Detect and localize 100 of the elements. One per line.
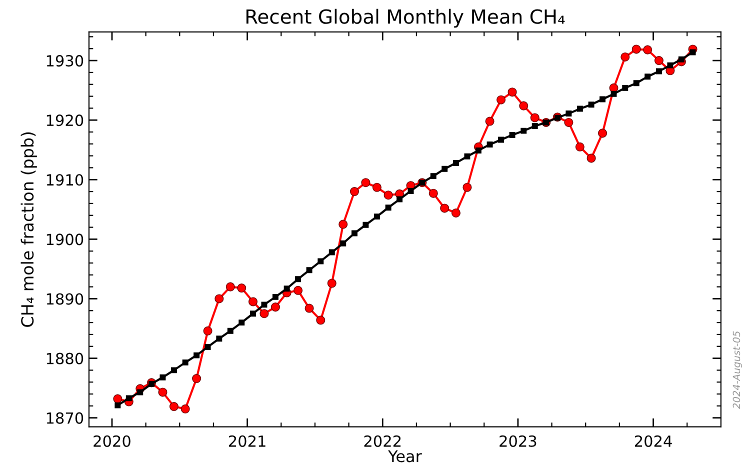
point [203,326,212,336]
point [633,80,640,86]
point [169,402,178,412]
point [374,214,380,220]
point [509,132,516,138]
point [351,230,358,236]
point [428,188,438,198]
point [294,286,303,295]
point [643,45,652,54]
point [180,404,190,414]
point [486,142,493,148]
point [238,320,245,326]
y-tick-label: 1870 [46,412,84,424]
point [237,283,246,293]
point [632,44,641,54]
point [340,240,346,246]
point [667,62,674,68]
point [250,310,256,317]
point [586,154,596,163]
point [316,316,326,325]
point [496,95,506,104]
text: 2024-August-05 [732,331,742,409]
point [508,88,517,97]
point [654,56,664,66]
y-tick-label: 1930 [46,55,84,67]
point [498,136,504,143]
point [442,166,448,172]
point [148,380,154,387]
point [338,220,348,229]
point [261,302,268,308]
point [520,128,527,134]
point [430,173,436,180]
y-tick-label: 1910 [46,174,84,186]
y-tick-label: 1900 [46,234,84,246]
point [385,204,392,211]
point [160,374,166,380]
x-axis-title: Year [388,450,422,462]
x-tick-label: 2021 [228,435,266,447]
point [126,395,132,402]
point [440,204,450,213]
point [361,178,370,188]
point [610,90,617,97]
point [532,123,538,130]
point [295,276,302,282]
point [452,160,459,166]
point [137,389,144,396]
point [588,102,594,108]
point [214,294,224,304]
point [690,49,696,56]
point [182,359,188,366]
y-axis-title: CH₄ mole fraction (ppb) [20,132,37,327]
point [485,116,494,126]
point [600,96,606,102]
point [306,267,312,274]
point [113,394,122,404]
point [362,222,369,228]
point [350,187,359,196]
point [396,196,403,202]
point [451,208,460,218]
point [620,52,630,62]
point [384,190,393,200]
x-tick-label: 2023 [500,435,536,447]
y-tick-label: 1880 [46,352,84,364]
point [576,106,583,112]
point [304,304,314,313]
chart-title: Recent Global Monthly Mean CH₄ [246,8,565,28]
point [170,367,177,374]
point [327,278,336,288]
point [656,68,662,74]
point [475,147,482,154]
point [260,309,269,318]
point [226,282,235,292]
point [194,352,200,358]
point [519,101,528,110]
point [204,344,211,350]
point [408,188,414,194]
point [464,153,470,160]
point [158,388,168,397]
y-tick-label: 1890 [46,293,84,305]
point [216,336,222,342]
point [678,56,684,62]
point [192,374,202,384]
y-tick-label: 1920 [46,114,84,126]
point [566,110,572,117]
point [227,328,234,334]
point [372,182,382,192]
point [270,302,280,312]
point [462,182,472,192]
point [530,113,540,122]
x-tick-label: 2022 [364,435,401,447]
point [575,142,584,152]
point [644,74,651,80]
point [284,286,290,292]
x-tick-label: 2020 [94,435,130,447]
point [598,128,608,138]
point [114,402,121,408]
point [248,297,258,306]
point [272,294,278,300]
point [328,249,335,256]
point [318,258,324,264]
